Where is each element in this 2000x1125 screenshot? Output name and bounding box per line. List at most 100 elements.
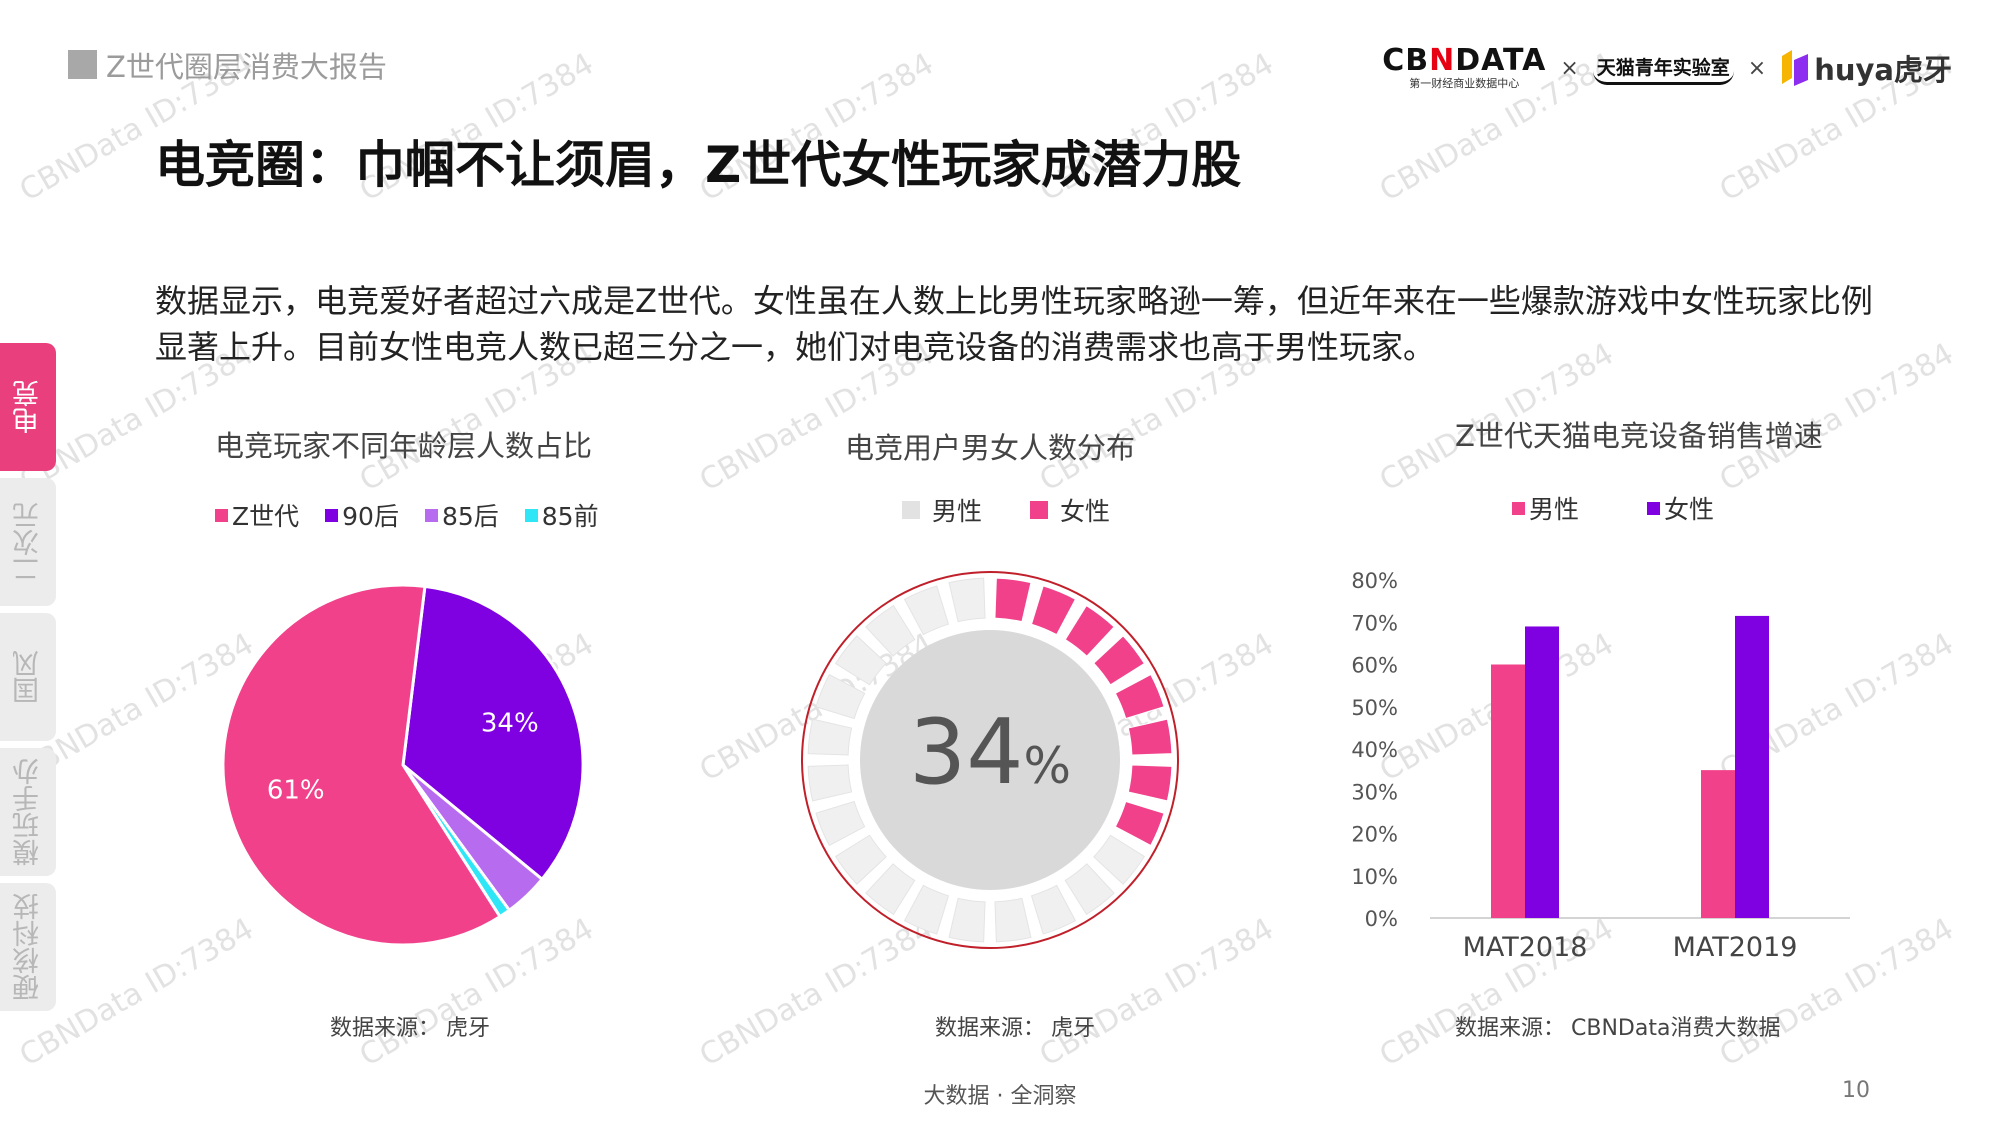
side-tab-label: 电竞 — [12, 380, 44, 434]
legend-swatch — [215, 508, 228, 522]
legend-label: 男性 — [1529, 495, 1580, 524]
pie-chart-title: 电竞玩家不同年龄层人数占比 — [215, 429, 593, 463]
side-tab-label: 国风 — [12, 650, 44, 704]
donut-segment-male — [948, 577, 986, 623]
y-tick-label: 60% — [1351, 654, 1398, 678]
bar-legend: 男性 女性 — [1512, 490, 1714, 526]
cbndata-wordmark-a: CB — [1382, 43, 1430, 78]
pie-slice-label: 34% — [481, 708, 539, 738]
age-pie-chart: 61% 34% — [221, 583, 585, 947]
pie-slice-label: 61% — [267, 775, 325, 805]
side-tab-figures[interactable]: 模玩手办 — [0, 748, 56, 876]
x-tick-label: MAT2019 — [1673, 932, 1798, 963]
bar-chart-title: Z世代天猫电竞设备销售增速 — [1455, 419, 1823, 453]
donut-segment-female — [1093, 635, 1146, 686]
gender-donut-chart: 34% — [801, 571, 1179, 949]
donut-segments — [801, 571, 1179, 949]
legend-swatch — [902, 501, 920, 519]
source-value: CBNData消费大数据 — [1571, 1016, 1781, 1041]
source-label: 数据来源： — [330, 1016, 441, 1041]
source-value: 虎牙 — [446, 1016, 491, 1041]
bar-男性-MAT2018 — [1491, 664, 1525, 918]
times-sign-1: × — [1560, 55, 1579, 81]
legend-item-genz: Z世代 — [215, 497, 299, 533]
legend-label: 男性 — [932, 497, 983, 526]
donut-segment-male — [865, 604, 916, 657]
side-tab-label: 二次元 — [12, 501, 44, 583]
donut-segment-female — [1127, 764, 1173, 802]
donut-legend: 男性 女性 — [902, 492, 1110, 528]
x-tick-label: MAT2018 — [1463, 932, 1588, 963]
side-tab-label: 硬核科技 — [12, 893, 44, 1001]
source-value: 虎牙 — [1051, 1016, 1096, 1041]
y-tick-label: 20% — [1351, 823, 1398, 847]
side-tab-tech[interactable]: 硬核科技 — [0, 883, 56, 1011]
times-sign-2: × — [1747, 55, 1767, 81]
intro-paragraph: 数据显示，电竞爱好者超过六成是Z世代。女性虽在人数上比男性玩家略逊一筹，但近年来… — [155, 282, 1873, 366]
source-label: 数据来源： — [1455, 1016, 1566, 1041]
legend-item-female: 女性 — [1647, 490, 1714, 526]
y-tick-label: 40% — [1351, 738, 1398, 762]
legend-label: 女性 — [1060, 497, 1111, 526]
legend-label: 85后 — [441, 502, 499, 531]
partner-logos: CBNDATA 第一财经商业数据中心 × 天猫青年实验室 × huya虎牙 — [1382, 40, 1952, 96]
y-tick-label: 50% — [1351, 696, 1398, 720]
huya-wordmark: huya虎牙 — [1814, 53, 1952, 87]
legend-item-pre85: 85前 — [524, 497, 599, 533]
donut-segment-male — [948, 897, 986, 943]
donut-segment-male — [834, 635, 887, 686]
donut-segment-male — [903, 884, 950, 935]
donut-segment-female — [1064, 604, 1115, 657]
page-number: 10 — [1842, 1078, 1870, 1103]
donut-segment-female — [1127, 718, 1173, 756]
cbndata-wordmark: CBNDATA — [1382, 45, 1546, 77]
donut-chart-title: 电竞用户男女人数分布 — [845, 431, 1136, 465]
legend-label: Z世代 — [232, 502, 300, 531]
donut-segment-male — [815, 673, 866, 720]
legend-swatch — [524, 508, 538, 522]
bar-source: 数据来源： CBNData消费大数据 — [1455, 1010, 1780, 1042]
legend-swatch — [1647, 501, 1661, 515]
legend-item-male: 男性 — [902, 492, 982, 528]
source-label: 数据来源： — [935, 1016, 1046, 1041]
donut-segment-male — [994, 897, 1032, 943]
donut-source: 数据来源： 虎牙 — [935, 1010, 1095, 1042]
side-tab-guofeng[interactable]: 国风 — [0, 613, 56, 741]
side-tab-acg[interactable]: 二次元 — [0, 478, 56, 606]
side-tab-label: 模玩手办 — [12, 758, 44, 866]
legend-item-85s: 85后 — [424, 497, 499, 533]
huya-mark-icon — [1782, 50, 1809, 86]
report-title: Z世代圈层消费大报告 — [106, 50, 387, 84]
side-tab-esports[interactable]: 电竞 — [0, 343, 56, 471]
footer-tagline: 大数据 · 全洞察 — [923, 1084, 1077, 1109]
pie-legend: Z世代 90后 85后 85前 — [215, 497, 599, 533]
donut-segment-female — [1114, 800, 1165, 847]
donut-segment-male — [834, 834, 887, 885]
donut-segment-male — [1093, 834, 1146, 885]
legend-item-female: 女性 — [1030, 492, 1110, 528]
legend-label: 85前 — [541, 502, 599, 531]
y-tick-label: 30% — [1351, 780, 1398, 804]
legend-swatch — [1512, 501, 1525, 515]
donut-segment-female — [994, 577, 1032, 623]
donut-segment-male — [807, 764, 853, 802]
cbndata-wordmark-b: DATA — [1455, 43, 1547, 78]
donut-outer-ring — [801, 571, 1179, 949]
donut-center-disc — [860, 630, 1120, 890]
pie-slice-1 — [401, 584, 585, 882]
bar-女性-MAT2018 — [1525, 626, 1559, 918]
donut-segment-male — [865, 863, 916, 916]
donut-segment-male — [807, 718, 853, 756]
donut-center-value: 34% — [909, 700, 1071, 805]
donut-center-unit: % — [1024, 737, 1072, 795]
y-tick-label: 10% — [1351, 865, 1398, 889]
huya-logo: huya虎牙 — [1780, 47, 1952, 89]
donut-segment-female — [1030, 585, 1077, 636]
legend-swatch — [424, 508, 438, 522]
y-tick-label: 80% — [1351, 569, 1398, 593]
cbndata-logo: CBNDATA 第一财经商业数据中心 — [1382, 45, 1546, 91]
donut-segment-female — [1114, 673, 1165, 720]
legend-label: 90后 — [342, 502, 399, 531]
legend-swatch — [1030, 501, 1049, 519]
sales-growth-bar-chart: 0% 10% 20% 30% 40% 50% 60% 70% 80% MAT2018 MAT2019 — [1351, 569, 1850, 963]
